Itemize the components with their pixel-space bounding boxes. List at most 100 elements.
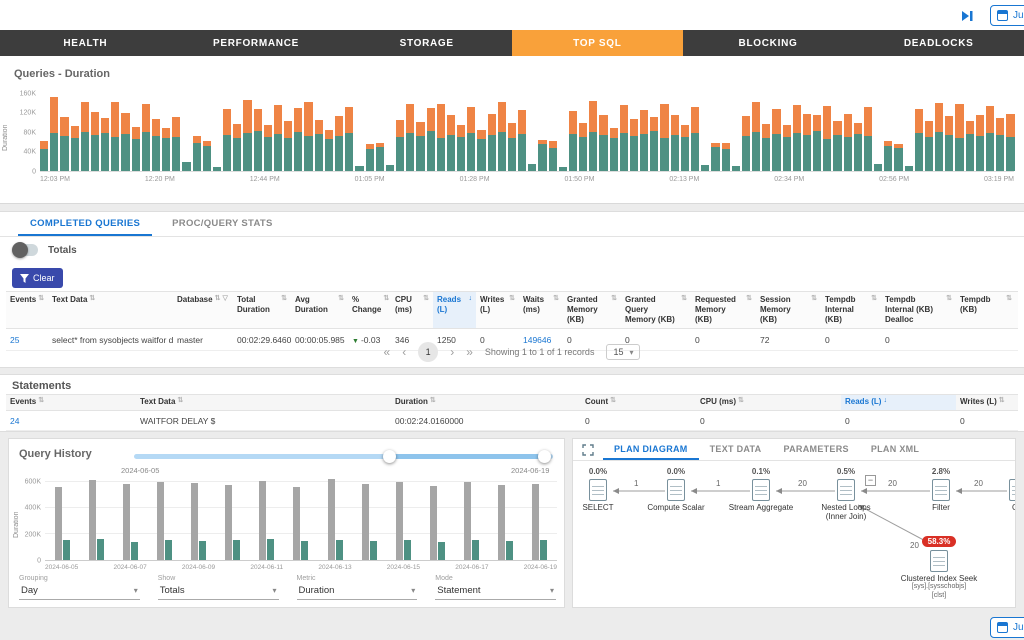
column-header[interactable]: Tempdb (KB) ⇅ [956,292,1016,328]
column-header[interactable]: Duration ⇅ [391,395,581,410]
sort-icon[interactable]: ⇅ [509,295,515,302]
table-row[interactable]: 25 select* from sysobjects waitfor delay … [6,329,1018,351]
column-header[interactable]: Text Data ⇅ [48,292,173,328]
sort-icon[interactable]: ⇅ [1006,295,1012,302]
sort-icon[interactable]: ⇅ [746,295,752,302]
column-header[interactable]: Granted Memory (KB) ⇅ [563,292,621,328]
tab-proc-query-stats[interactable]: PROC/QUERY STATS [172,217,273,229]
sort-icon[interactable]: ⇅ [89,295,96,302]
column-header[interactable]: Count ⇅ [581,395,696,410]
sort-icon[interactable]: ⇅ [281,295,287,302]
sort-icon[interactable]: ⇅ [383,295,390,302]
tab-text-data[interactable]: TEXT DATA [709,443,762,454]
dropdown-metric[interactable]: Metric Duration ▾ [296,575,418,600]
date-picker-button[interactable]: Jun [990,5,1024,26]
sort-icon[interactable]: ⇅ [214,295,221,302]
tab-parameters[interactable]: PARAMETERS [783,443,849,454]
column-header[interactable]: Text Data ⇅ [136,395,391,410]
sort-icon[interactable]: ⇅ [611,295,617,302]
column-header[interactable]: Waits (ms) ⇅ [519,292,563,328]
dropdown-grouping[interactable]: Grouping Day ▾ [19,575,140,600]
nav-tab-deadlocks[interactable]: DEADLOCKS [903,37,974,49]
sort-icon[interactable]: ⇅ [610,397,616,404]
column-header[interactable]: Writes (L) ⇅ [476,292,519,328]
slider-track[interactable] [134,454,553,459]
slider-handle-right[interactable] [538,450,551,463]
skip-to-end-icon[interactable] [960,9,974,27]
duration-bar [202,86,211,171]
plan-node-compute-scalar[interactable]: 0.0% Compute Scalar [641,467,711,512]
nav-tab-top-sql[interactable]: TOP SQL [512,30,683,56]
column-header[interactable]: CPU (ms) ⇅ [391,292,433,328]
date-picker-button[interactable]: Jun [990,617,1024,638]
tab-plan-diagram[interactable]: PLAN DIAGRAM [603,439,699,460]
nav-tab-blocking[interactable]: BLOCKING [738,37,798,49]
sort-icon[interactable]: ⇅ [338,295,344,302]
slider-handle-left[interactable] [383,450,396,463]
column-header[interactable]: Reads (L) ↓ [433,292,476,328]
column-header[interactable]: % Change ⇅ [348,292,391,328]
sort-icon[interactable]: ⇅ [998,397,1005,404]
column-header[interactable]: Tempdb Internal (KB) ⇅ [821,292,881,328]
first-page-button[interactable]: « [383,345,391,359]
column-header[interactable]: CPU (ms) ⇅ [696,395,841,410]
table-row[interactable]: 24 WAITFOR DELAY $ 00:02:24.0160000 0 0 0 0 [6,411,1018,431]
column-header[interactable]: Session Memory (KB) ⇅ [756,292,821,328]
sort-icon[interactable]: ↓ [468,295,473,302]
cell[interactable]: 149646 [523,334,552,345]
sort-icon[interactable]: ⇅ [738,397,744,404]
slider-range[interactable] [389,454,549,459]
dropdown-value[interactable]: Duration ▾ [296,583,418,600]
dropdown-show[interactable]: Show Totals ▾ [157,575,279,600]
cell[interactable]: 24 [10,415,20,426]
column-header[interactable]: Tempdb Internal (KB) Dealloc ⇅ [881,292,956,328]
column-header[interactable]: Avg Duration ⇅ [291,292,348,328]
column-header[interactable]: Events ⇅ [6,292,48,328]
last-page-button[interactable]: » [466,345,473,359]
column-header[interactable]: Database ⇅ ▽ [173,292,233,328]
totals-toggle[interactable] [12,242,38,258]
nav-tab-health[interactable]: HEALTH [63,37,108,49]
plan-node-stream-aggregate[interactable]: 0.1% Stream Aggregate [726,467,796,512]
tab-completed-queries[interactable]: COMPLETED QUERIES [18,212,153,236]
column-header[interactable]: Requested Memory (KB) ⇅ [691,292,756,328]
tab-plan-xml[interactable]: PLAN XML [870,443,920,454]
column-header[interactable]: Total Duration ⇅ [233,292,291,328]
page-size-select[interactable]: 15 ▾ [606,344,641,360]
sort-icon[interactable]: ⇅ [811,295,817,302]
sort-icon[interactable]: ⇅ [429,397,436,404]
sort-icon[interactable]: ⇅ [871,295,877,302]
sort-icon[interactable]: ⇅ [38,295,45,302]
sort-icon[interactable]: ⇅ [553,295,559,302]
sort-icon[interactable]: ⇅ [681,295,687,302]
plan-node-filter[interactable]: 2.8% Filter [906,467,976,512]
sort-icon[interactable]: ⇅ [38,397,45,404]
dropdown-mode[interactable]: Mode Statement ▾ [435,575,556,600]
cell[interactable]: 25 [10,334,20,345]
column-header[interactable]: Granted Query Memory (KB) ⇅ [621,292,691,328]
plan-node-nested-loops[interactable]: 0.5% Nested Loops (Inner Join) [811,467,881,521]
plan-node-clipped[interactable]: Clu [983,467,1015,512]
collapse-icon[interactable]: − [865,475,876,486]
dropdown-value[interactable]: Statement ▾ [435,583,556,600]
date-range-slider[interactable] [134,450,553,464]
column-header[interactable]: Reads (L) ↓ [841,395,956,410]
sort-icon[interactable]: ⇅ [946,295,952,302]
expand-icon[interactable] [573,439,603,460]
next-page-button[interactable]: › [450,345,455,359]
current-page-button[interactable]: 1 [418,342,439,362]
sort-icon[interactable]: ⇅ [423,295,429,302]
clear-filters-button[interactable]: Clear [12,268,63,288]
plan-node-select[interactable]: 0.0% SELECT [573,467,633,512]
prev-page-button[interactable]: ‹ [402,345,407,359]
plan-node-clustered-index-seek[interactable]: 58.3% Clustered Index Seek [sys].[syssch… [894,531,984,600]
sort-icon[interactable]: ↓ [883,397,887,404]
column-header[interactable]: Writes (L) ⇅ [956,395,1014,410]
nav-tab-storage[interactable]: STORAGE [399,37,454,49]
filter-icon[interactable]: ▽ [222,295,228,302]
nav-tab-performance[interactable]: PERFORMANCE [212,37,300,49]
column-header[interactable]: Events ⇅ [6,395,136,410]
sort-icon[interactable]: ⇅ [177,397,184,404]
dropdown-value[interactable]: Totals ▾ [157,583,279,600]
dropdown-value[interactable]: Day ▾ [19,583,140,600]
